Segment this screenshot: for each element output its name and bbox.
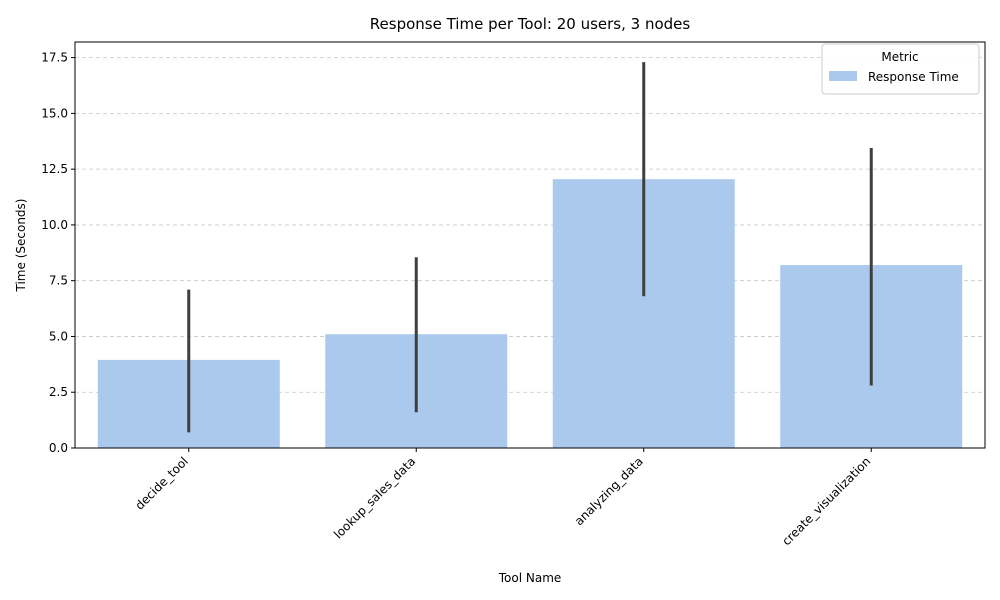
legend-title: Metric [881, 50, 918, 64]
error-bars [187, 62, 873, 433]
y-axis-label: Time (Seconds) [14, 199, 28, 293]
y-tick-label: 17.5 [41, 51, 68, 65]
y-tick-label: 0.0 [49, 441, 68, 455]
y-axis-ticks: 0.0 2.5 5.0 7.5 10.0 12.5 15.0 17.5 [41, 51, 75, 455]
x-axis-ticks: decide_tool lookup_sales_data analyzing_da… [132, 448, 873, 548]
chart-title: Response Time per Tool: 20 users, 3 node… [370, 15, 691, 33]
bars [97, 179, 963, 448]
legend: Metric Response Time [821, 43, 980, 95]
legend-box [821, 43, 980, 95]
y-tick-label: 7.5 [49, 274, 68, 288]
legend-entry-response-time: Response Time [868, 70, 959, 84]
y-tick-label: 12.5 [41, 162, 68, 176]
y-tick-label: 10.0 [41, 218, 68, 232]
y-tick-label: 2.5 [49, 385, 68, 399]
x-tick-label: create_visualization [779, 454, 873, 548]
axes-frame [74, 41, 986, 449]
x-tick-label: lookup_sales_data [331, 454, 418, 541]
y-tick-label: 5.0 [49, 329, 68, 343]
y-tick-label: 15.0 [41, 106, 68, 120]
x-tick-label: decide_tool [132, 454, 190, 512]
x-axis-label: Tool Name [498, 571, 562, 585]
x-tick-label: analyzing_data [572, 454, 646, 528]
legend-swatch [829, 71, 857, 81]
